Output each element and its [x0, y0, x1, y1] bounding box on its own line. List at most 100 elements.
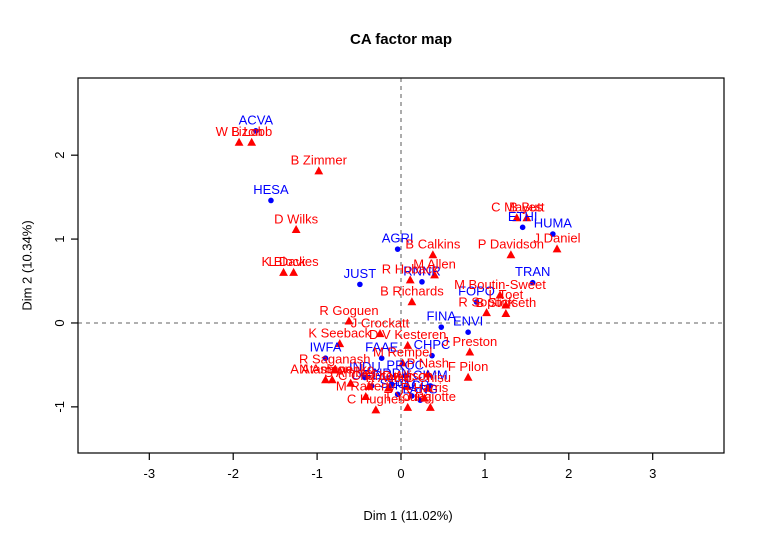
- committee-point: [429, 352, 435, 359]
- member-label: C Hughes: [347, 392, 405, 407]
- member-label: L Davies: [269, 254, 320, 269]
- committee-point: [362, 374, 368, 381]
- member-point: [423, 383, 433, 392]
- member-label: R Aubin: [366, 370, 412, 385]
- committee-point: [322, 355, 329, 362]
- committee-label: IWFA: [310, 340, 342, 355]
- committee-point: [394, 246, 401, 252]
- committee-point: [402, 373, 408, 379]
- committee-label: PROC: [386, 357, 424, 372]
- member-point: [403, 381, 413, 390]
- member-point: [398, 358, 408, 367]
- member-label: M Rempel: [373, 345, 432, 360]
- member-label: B Zimmer: [291, 153, 348, 168]
- member-point: [430, 270, 439, 279]
- member-point: [501, 300, 511, 309]
- member-label: S Ambler: [324, 365, 377, 380]
- committee-point: [268, 197, 274, 204]
- x-tick-label: 1: [481, 466, 488, 481]
- member-point: [371, 405, 381, 414]
- member-point: [375, 329, 385, 338]
- committee-label: FINA: [426, 309, 456, 324]
- member-label: C Mayes: [491, 200, 543, 215]
- member-point: [465, 347, 475, 356]
- committee-label: AGRI: [382, 231, 414, 246]
- member-label: A Atamanenko: [290, 362, 374, 377]
- committee-point: [465, 329, 471, 335]
- member-point: [423, 369, 433, 378]
- member-point: [279, 267, 288, 276]
- member-label: D Wilks: [274, 211, 319, 226]
- committee-label: ETHI: [508, 209, 538, 224]
- member-point: [361, 391, 371, 400]
- x-axis-label: Dim 1 (11.02%): [363, 508, 453, 523]
- member-point: [420, 393, 429, 402]
- member-point: [314, 166, 324, 175]
- member-point: [482, 308, 491, 317]
- committee-label: NDDN: [373, 366, 411, 381]
- member-point: [501, 308, 511, 317]
- member-label: J Daniel: [534, 231, 581, 246]
- member-label: J Preston: [442, 334, 497, 349]
- committee-label: FAAE: [365, 340, 399, 355]
- member-point: [327, 375, 337, 384]
- member-point: [428, 250, 438, 259]
- member-label: C Chisu: [405, 370, 451, 385]
- member-label: B Butt: [509, 200, 545, 215]
- committee-label: ACVA: [239, 112, 274, 127]
- committee-point: [394, 391, 401, 398]
- committee-label: RNNR: [403, 263, 441, 278]
- committee-label: JUST: [344, 266, 377, 281]
- x-tick-label: -1: [311, 466, 323, 481]
- committee-point: [409, 393, 415, 399]
- member-point: [403, 340, 413, 349]
- committee-point: [519, 224, 526, 231]
- committee-point: [419, 279, 425, 285]
- member-point: [405, 275, 415, 284]
- member-label: B Storseth: [476, 295, 537, 310]
- member-label: R Saganash: [299, 351, 371, 366]
- committee-label: INDU: [349, 359, 381, 374]
- member-label: P Nash: [407, 356, 449, 371]
- member-label: C Charlton: [338, 368, 400, 383]
- member-point: [289, 267, 299, 276]
- y-axis-label: Dim 2 (10.34%): [19, 220, 35, 311]
- y-tick-label: 2: [52, 152, 67, 159]
- member-point: [512, 213, 522, 222]
- member-label: W Lizon: [216, 124, 263, 139]
- member-label: R Hoback: [382, 262, 440, 277]
- committee-label: CHPC: [414, 337, 451, 352]
- member-point: [364, 381, 374, 390]
- member-label: R Harris: [401, 380, 449, 395]
- member-point: [522, 213, 532, 222]
- member-point: [344, 316, 354, 325]
- member-label: K Seeback: [308, 325, 371, 340]
- member-label: L Toet: [489, 287, 524, 302]
- x-tick-label: 0: [397, 466, 404, 481]
- member-point: [346, 378, 356, 387]
- y-tick-label: 0: [52, 319, 67, 326]
- committee-point: [388, 381, 395, 388]
- x-tick-label: 3: [649, 466, 656, 481]
- member-label: K Block: [262, 254, 307, 269]
- member-point: [384, 383, 393, 392]
- member-label: T Young: [384, 389, 431, 404]
- committee-label: OGGO: [351, 367, 391, 382]
- committee-point: [473, 299, 480, 305]
- member-point: [330, 365, 340, 374]
- member-label: D Allison: [382, 368, 433, 383]
- member-point: [463, 372, 473, 381]
- member-point: [291, 225, 301, 234]
- member-label: J Crockatt: [351, 315, 410, 330]
- committee-label: FOPO: [458, 283, 495, 298]
- committee-point: [357, 281, 363, 288]
- x-tick-label: -3: [144, 466, 156, 481]
- member-label: F Pilon: [448, 359, 488, 374]
- committee-point: [253, 128, 259, 134]
- committee-label: SECU: [380, 376, 416, 391]
- member-point: [506, 250, 516, 259]
- y-tick-label: -1: [52, 401, 67, 413]
- member-point: [335, 339, 345, 348]
